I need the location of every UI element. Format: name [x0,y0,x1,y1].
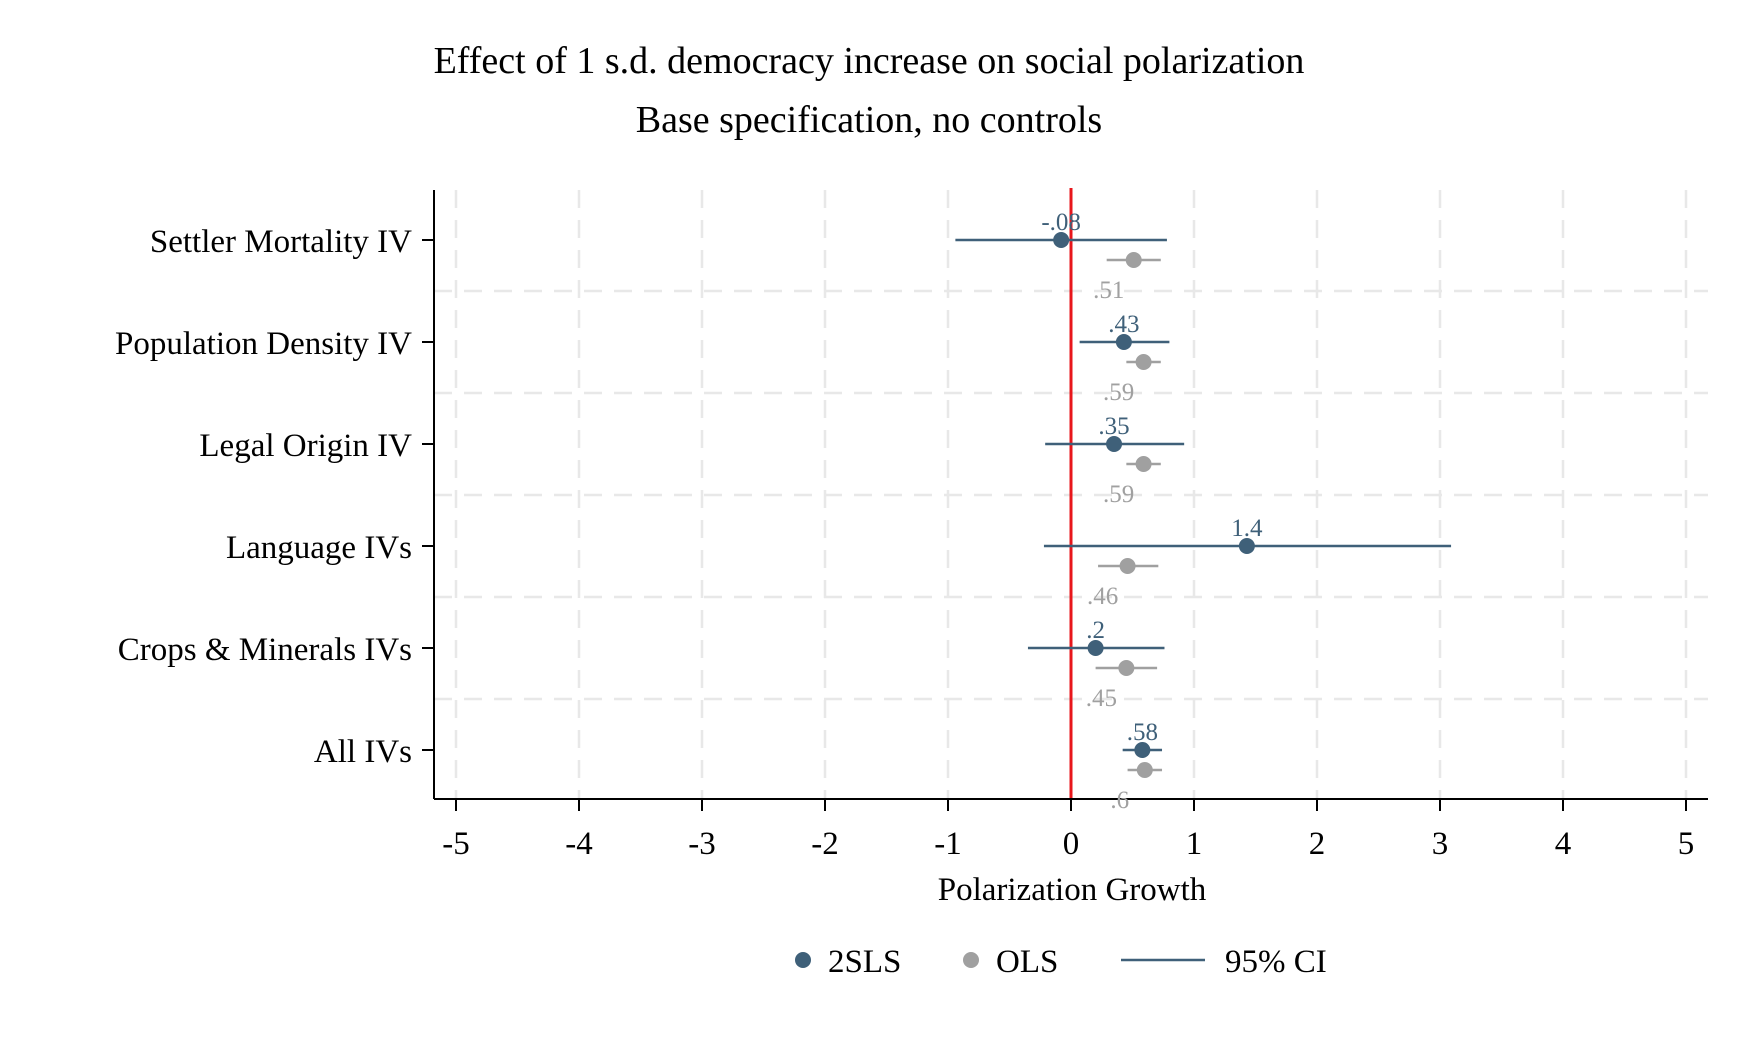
2sls-point [1106,436,1123,452]
chart-subtitle: Base specification, no controls [636,99,1102,141]
chart-title: Effect of 1 s.d. democracy increase on s… [434,40,1305,82]
2sls-point [1115,334,1132,350]
2sls-point [1238,538,1255,554]
x-tick-label: 5 [1678,826,1695,862]
2sls-point [1053,232,1070,248]
x-tick-label: 1 [1186,826,1203,862]
ols-point [1118,660,1135,676]
category-label: Language IVs [226,530,412,566]
category-label: Crops & Minerals IVs [118,632,412,668]
ols-data-label: .59 [1103,481,1134,508]
2sls-point [1134,742,1151,758]
x-axis-title: Polarization Growth [938,872,1207,908]
y-categories: Settler Mortality IV Population Density I… [115,224,434,770]
x-ticks: -5 -4 -3 -2 -1 0 1 2 3 4 5 [442,799,1694,862]
2sls-data-label: 1.4 [1231,515,1263,542]
ols-point [1135,456,1152,472]
2sls-data-label: .2 [1086,617,1105,644]
ols-data-label: .51 [1093,277,1124,304]
category-label: Legal Origin IV [199,428,412,464]
legend-label: 95% CI [1225,944,1327,980]
2sls-point [1087,640,1104,656]
x-tick-label: -1 [934,826,962,862]
ols-point [1119,558,1136,574]
x-tick-label: 2 [1309,826,1326,862]
2sls-data-label: .35 [1098,413,1129,440]
x-tick-label: -4 [565,826,593,862]
x-tick-label: -2 [811,826,839,862]
category-label: Population Density IV [115,326,412,362]
2sls-data-label: .58 [1127,719,1158,746]
ols-data-label: .6 [1110,787,1129,814]
ols-point [1136,762,1153,778]
category-label: All IVs [314,734,412,770]
legend: 2SLS OLS 95% CI [795,944,1327,980]
2sls-data-label: -.08 [1041,209,1081,236]
ols-data-label: .46 [1087,583,1118,610]
ols-data-label: .45 [1086,685,1117,712]
x-tick-label: 3 [1432,826,1449,862]
legend-marker [795,952,811,968]
legend-label: 2SLS [828,944,901,980]
ols-data-label: .59 [1103,379,1134,406]
legend-label: OLS [996,944,1058,980]
legend-marker [963,952,979,968]
category-label: Settler Mortality IV [150,224,412,260]
x-tick-label: 4 [1555,826,1572,862]
x-tick-label: -3 [688,826,716,862]
x-tick-label: 0 [1063,826,1080,862]
2sls-data-label: .43 [1108,311,1139,338]
ols-point [1125,252,1142,268]
data-marks: -.08 .51 .43 .59 .35 .59 1.4 .46 .2 .45 .58 .6 [955,209,1452,814]
ols-point [1135,354,1152,370]
x-tick-label: -5 [442,826,470,862]
